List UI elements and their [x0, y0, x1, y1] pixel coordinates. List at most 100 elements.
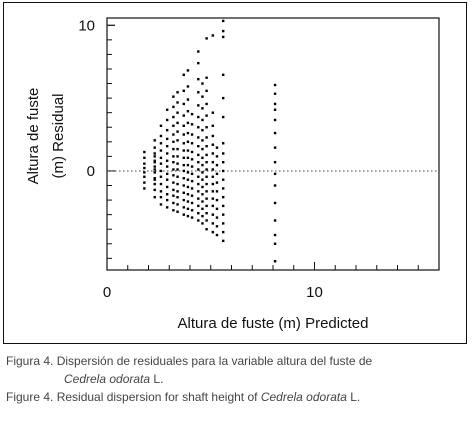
data-point: [186, 178, 190, 181]
data-point: [186, 200, 190, 203]
data-point: [143, 171, 146, 174]
data-point: [159, 169, 163, 173]
data-point: [197, 219, 200, 222]
data-point: [176, 101, 179, 104]
data-point: [201, 178, 204, 181]
data-point: [205, 211, 208, 215]
data-point: [190, 112, 194, 116]
data-point: [201, 82, 204, 85]
data-point: [186, 214, 190, 218]
data-point: [211, 213, 215, 216]
data-point: [159, 156, 163, 160]
data-point: [201, 95, 204, 98]
data-point: [172, 181, 175, 184]
data-point: [172, 168, 175, 171]
data-point: [186, 193, 190, 196]
data-point: [159, 162, 163, 165]
data-point: [205, 228, 208, 231]
data-point: [201, 207, 204, 211]
data-point: [222, 142, 225, 145]
data-point: [182, 124, 185, 127]
data-point: [197, 153, 200, 157]
data-point: [172, 209, 175, 212]
data-point: [165, 206, 169, 209]
data-point: [159, 149, 163, 152]
data-point: [197, 175, 200, 178]
data-point: [197, 190, 200, 193]
data-point: [143, 166, 146, 170]
y-tick-label: 10: [78, 17, 95, 34]
data-point: [205, 114, 208, 117]
data-point: [165, 128, 169, 132]
data-point: [211, 161, 215, 164]
data-point: [205, 89, 208, 93]
data-point: [186, 131, 190, 135]
data-point: [176, 139, 179, 142]
data-point: [222, 169, 225, 173]
data-point: [201, 163, 204, 167]
data-point: [190, 158, 194, 161]
data-point: [176, 155, 179, 158]
data-point: [222, 222, 225, 225]
data-point: [159, 182, 163, 186]
data-point: [222, 187, 225, 190]
data-point: [222, 239, 225, 243]
data-point: [159, 203, 163, 206]
data-point: [172, 147, 175, 151]
data-point: [153, 139, 156, 142]
data-point: [153, 182, 156, 186]
data-point: [190, 209, 194, 212]
data-point: [273, 92, 277, 95]
data-point: [222, 115, 225, 119]
data-point: [211, 190, 215, 193]
data-point: [182, 102, 185, 106]
data-point: [201, 222, 204, 225]
data-point: [165, 172, 169, 176]
data-point: [186, 140, 190, 144]
data-point: [197, 50, 200, 53]
data-point: [176, 147, 179, 151]
data-point: [190, 133, 194, 136]
data-point: [186, 156, 190, 160]
data-point: [153, 195, 156, 199]
data-point: [197, 204, 200, 208]
data-point: [222, 152, 225, 155]
data-point: [211, 204, 215, 208]
data-point: [273, 201, 277, 205]
data-point: [153, 155, 156, 158]
data-point: [186, 98, 190, 101]
data-point: [153, 161, 156, 164]
data-point: [172, 115, 175, 119]
data-point: [159, 124, 163, 127]
data-point: [153, 171, 156, 174]
data-point: [201, 185, 204, 189]
data-point: [182, 142, 185, 145]
data-point: [205, 219, 208, 222]
data-point: [186, 207, 190, 211]
data-point: [205, 136, 208, 139]
data-point: [215, 172, 219, 176]
data-point: [172, 133, 175, 136]
data-point: [201, 193, 204, 196]
data-point: [153, 165, 156, 168]
data-point: [186, 163, 190, 167]
data-points: [143, 19, 277, 263]
plot-area: [106, 17, 440, 271]
data-point: [205, 182, 208, 186]
data-point: [222, 35, 225, 39]
x-tick-label: 10: [306, 284, 323, 301]
data-point: [182, 213, 185, 216]
data-point: [176, 121, 179, 125]
data-point: [153, 159, 156, 162]
data-point: [273, 108, 277, 111]
data-point: [165, 137, 169, 141]
data-point: [143, 187, 146, 190]
data-point: [215, 181, 219, 184]
figure-frame: [3, 2, 467, 344]
data-point: [172, 188, 175, 192]
data-point: [172, 201, 175, 205]
data-point: [190, 165, 194, 168]
data-point: [176, 210, 179, 213]
data-point: [211, 134, 215, 138]
data-point: [190, 194, 194, 197]
